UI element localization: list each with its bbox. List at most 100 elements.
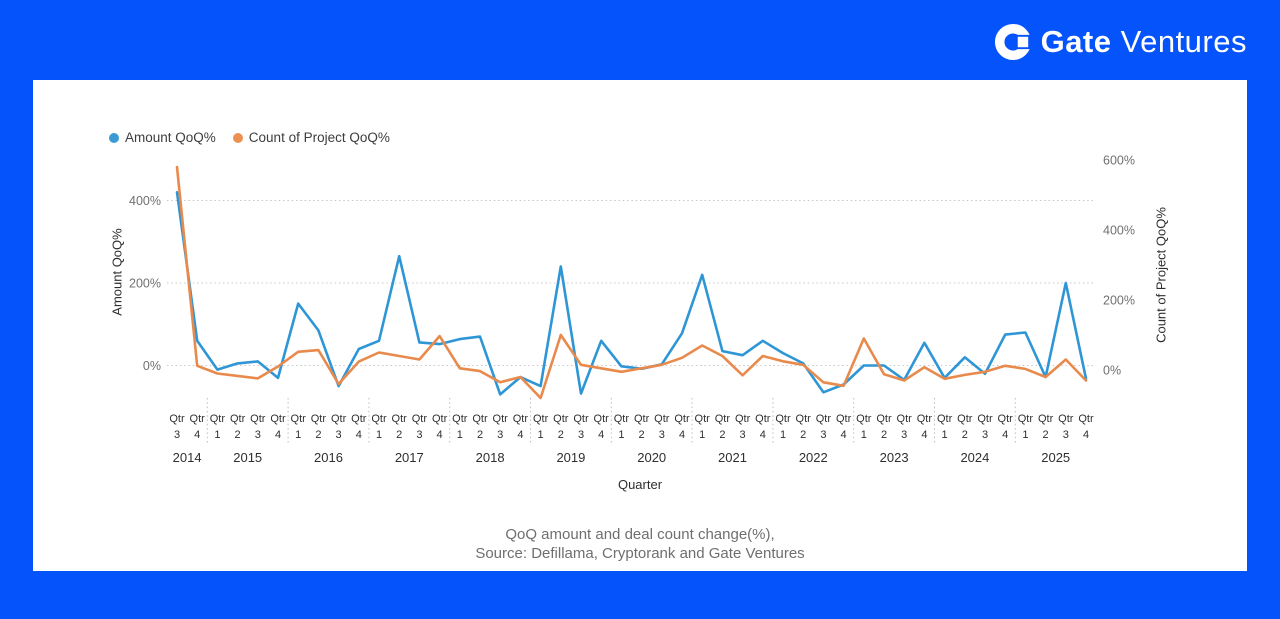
x-tick-label: 3 [336, 429, 342, 441]
legend-label: Count of Project QoQ% [248, 130, 390, 145]
x-tick-label: 3 [1063, 429, 1069, 441]
x-tick-label: 3 [174, 429, 180, 441]
logo-word-gate: Gate [1040, 24, 1112, 59]
x-tick-label: 3 [982, 429, 988, 441]
x-tick-label: Qtr [1018, 413, 1034, 425]
x-tick-label: Qtr [937, 413, 953, 425]
x-tick-label: Qtr [291, 413, 307, 425]
x-tick-label: Qtr [513, 413, 529, 425]
x-tick-label: 2 [639, 429, 645, 441]
x-tick-label: Qtr [1038, 413, 1054, 425]
legend-item-amount[interactable]: Amount QoQ% [109, 130, 216, 145]
x-tick-label: Qtr [1058, 413, 1074, 425]
x-tick-label: Qtr [169, 413, 185, 425]
legend-item-count[interactable]: Count of Project QoQ% [232, 130, 390, 145]
x-tick-label: Qtr [654, 413, 670, 425]
x-tick-label: 2 [235, 429, 241, 441]
x-tick-label: Qtr [735, 413, 751, 425]
x-tick-label: Qtr [897, 413, 913, 425]
logo-square [1017, 36, 1028, 48]
x-tick-label: 2 [315, 429, 321, 441]
left-axis-tick: 200% [129, 277, 161, 291]
caption-line-2: Source: Defillama, Cryptorank and Gate V… [475, 545, 805, 562]
x-tick-label: 2 [1043, 429, 1049, 441]
year-label: 2016 [314, 450, 343, 465]
x-tick-label: Qtr [533, 413, 549, 425]
x-tick-label: 1 [376, 429, 382, 441]
x-tick-label: Qtr [917, 413, 933, 425]
x-tick-label: Qtr [432, 413, 448, 425]
year-label: 2020 [637, 450, 666, 465]
x-tick-label: 3 [901, 429, 907, 441]
legend-dot [109, 132, 119, 143]
year-label: 2023 [880, 450, 909, 465]
x-tick-label: Qtr [876, 413, 892, 425]
x-tick-label: Qtr [715, 413, 731, 425]
year-label: 2014 [173, 450, 202, 465]
x-tick-label: 3 [416, 429, 422, 441]
x-tick-label: 2 [477, 429, 483, 441]
brand-bar: Gate Ventures [994, 23, 1247, 61]
x-tick-label: Qtr [270, 413, 286, 425]
x-tick-label: 1 [295, 429, 301, 441]
x-tick-label: 1 [699, 429, 705, 441]
year-label: 2025 [1041, 450, 1070, 465]
x-tick-label: Qtr [1078, 413, 1094, 425]
x-tick-label: 4 [437, 429, 443, 441]
x-tick-label: Qtr [472, 413, 488, 425]
x-tick-label: Qtr [250, 413, 266, 425]
x-tick-label: Qtr [553, 413, 569, 425]
x-tick-label: 1 [1022, 429, 1028, 441]
gate-logo-icon [994, 23, 1032, 61]
right-axis-tick: 600% [1103, 154, 1135, 168]
x-tick-label: 1 [861, 429, 867, 441]
x-tick-label: 4 [1002, 429, 1008, 441]
year-label: 2018 [476, 450, 505, 465]
x-tick-label: 4 [841, 429, 847, 441]
x-tick-label: 4 [921, 429, 927, 441]
year-label: 2024 [960, 450, 989, 465]
x-tick-label: 2 [962, 429, 968, 441]
amount-line-series [175, 191, 1088, 396]
right-axis-tick: 400% [1103, 224, 1135, 238]
x-tick-label: 4 [679, 429, 685, 441]
chart-panel: Amount QoQ% Count of Project QoQ% Amount… [33, 80, 1247, 571]
year-label: 2017 [395, 450, 424, 465]
x-tick-label: 3 [659, 429, 665, 441]
x-tick-label: Qtr [816, 413, 832, 425]
x-tick-label: 1 [618, 429, 624, 441]
x-tick-label: Qtr [775, 413, 791, 425]
right-axis-tick: 0% [1103, 364, 1121, 378]
x-tick-label: 4 [1083, 429, 1089, 441]
x-tick-label: Qtr [614, 413, 630, 425]
x-tick-label: 1 [214, 429, 220, 441]
x-tick-label: Qtr [311, 413, 327, 425]
caption-line-1: QoQ amount and deal count change(%), [505, 526, 775, 543]
gate-logo-text: Gate Ventures [1041, 24, 1247, 60]
x-axis-title: Quarter [617, 477, 663, 492]
x-tick-label: Qtr [998, 413, 1014, 425]
legend-dot [232, 132, 243, 143]
x-tick-label: 2 [719, 429, 725, 441]
x-tick-label: 4 [598, 429, 604, 441]
right-axis-tick: 200% [1103, 294, 1135, 308]
year-label: 2015 [233, 450, 262, 465]
x-tick-label: Qtr [371, 413, 387, 425]
x-tick-label: Qtr [695, 413, 711, 425]
x-tick-label: 1 [457, 429, 463, 441]
left-axis-tick: 400% [129, 194, 161, 208]
x-tick-label: Qtr [755, 413, 771, 425]
x-tick-label: Qtr [392, 413, 408, 425]
year-label: 2022 [799, 450, 828, 465]
x-tick-label: Qtr [594, 413, 610, 425]
x-tick-label: Qtr [230, 413, 246, 425]
legend-label: Amount QoQ% [125, 130, 216, 145]
x-tick-label: 2 [800, 429, 806, 441]
x-tick-label: 1 [942, 429, 948, 441]
x-tick-label: Qtr [573, 413, 589, 425]
x-tick-label: 4 [356, 429, 362, 441]
x-tick-label: 1 [780, 429, 786, 441]
x-tick-label: 4 [194, 429, 200, 441]
x-tick-label: 3 [497, 429, 503, 441]
